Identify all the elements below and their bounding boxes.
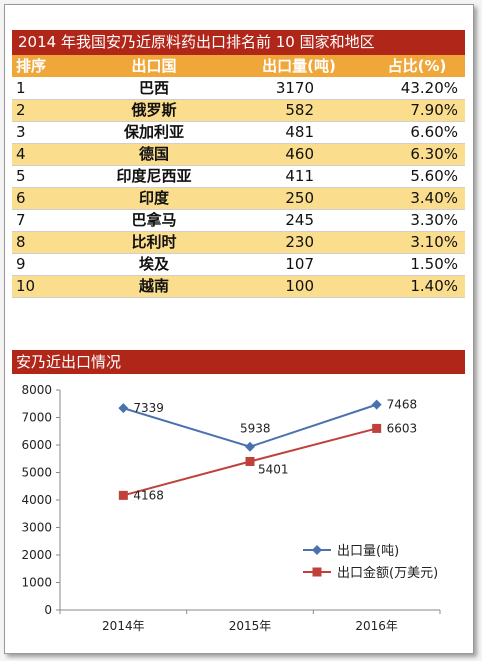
- rank-cell: 4: [16, 145, 26, 163]
- country-cell: 印度尼西亚: [116, 167, 192, 185]
- rank-cell: 10: [16, 277, 36, 295]
- percent-cell: 1.40%: [410, 277, 458, 295]
- country-cell: 印度: [138, 189, 169, 207]
- table-title: 2014 年我国安乃近原料药出口排名前 10 国家和地区: [12, 30, 465, 55]
- table-row: 5 印度尼西亚 411 5.60%: [12, 166, 465, 188]
- table-row: 1 巴西 3170 43.20%: [12, 78, 465, 100]
- rank-cell: 8: [16, 233, 26, 251]
- quantity-cell: 230: [285, 233, 314, 251]
- table-body: 1 巴西 3170 43.20% 2 俄罗斯 582 7.90% 3 保加利亚 481 6.60% 4 德…: [12, 78, 465, 298]
- header-country: 出口国: [131, 57, 177, 75]
- quantity-cell: 250: [285, 189, 314, 207]
- country-cell: 比利时: [131, 233, 177, 251]
- table-row: 10 越南 100 1.40%: [12, 276, 465, 298]
- quantity-cell: 245: [285, 211, 314, 229]
- country-cell: 埃及: [138, 255, 169, 273]
- table-row: 6 印度 250 3.40%: [12, 188, 465, 210]
- rank-cell: 6: [16, 189, 26, 207]
- percent-cell: 1.50%: [410, 255, 458, 273]
- percent-cell: 5.60%: [410, 167, 458, 185]
- quantity-cell: 481: [285, 123, 314, 141]
- country-cell: 越南: [138, 277, 169, 295]
- country-cell: 德国: [138, 145, 169, 163]
- country-cell: 巴拿马: [131, 211, 177, 229]
- quantity-cell: 100: [285, 277, 314, 295]
- table-row: 2 俄罗斯 582 7.90%: [12, 100, 465, 122]
- percent-cell: 3.40%: [410, 189, 458, 207]
- percent-cell: 7.90%: [410, 101, 458, 119]
- quantity-cell: 107: [285, 255, 314, 273]
- percent-cell: 43.20%: [400, 79, 458, 97]
- rank-cell: 5: [16, 167, 26, 185]
- table-row: 8 比利时 230 3.10%: [12, 232, 465, 254]
- country-cell: 保加利亚: [123, 123, 184, 141]
- country-cell: 巴西: [138, 79, 169, 97]
- table-row: 9 埃及 107 1.50%: [12, 254, 465, 276]
- percent-cell: 6.60%: [410, 123, 458, 141]
- country-cell: 俄罗斯: [131, 101, 177, 119]
- rank-cell: 2: [16, 101, 26, 119]
- header-quantity: 出口量(吨): [262, 57, 336, 75]
- chart-title: 安乃近出口情况: [12, 350, 465, 374]
- quantity-cell: 460: [285, 145, 314, 163]
- table-row: 3 保加利亚 481 6.60%: [12, 122, 465, 144]
- quantity-cell: 3170: [275, 79, 314, 97]
- rank-cell: 7: [16, 211, 26, 229]
- header-rank: 排序: [16, 57, 47, 75]
- percent-cell: 3.10%: [410, 233, 458, 251]
- rank-cell: 1: [16, 79, 26, 97]
- rank-cell: 3: [16, 123, 26, 141]
- percent-cell: 6.30%: [410, 145, 458, 163]
- percent-cell: 3.30%: [410, 211, 458, 229]
- header-percent: 占比(%): [387, 57, 447, 75]
- quantity-cell: 582: [285, 101, 314, 119]
- table-header: 排序 出口国 出口量(吨) 占比(%): [12, 55, 465, 77]
- table-row: 4 德国 460 6.30%: [12, 144, 465, 166]
- quantity-cell: 411: [285, 167, 314, 185]
- table-row: 7 巴拿马 245 3.30%: [12, 210, 465, 232]
- rank-cell: 9: [16, 255, 26, 273]
